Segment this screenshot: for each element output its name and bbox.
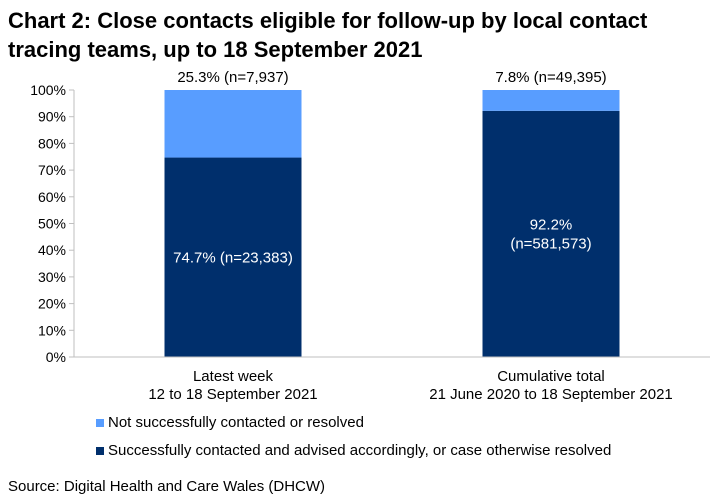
y-tick-label: 100% — [30, 82, 66, 98]
bar-segment — [482, 90, 620, 111]
y-tick-label: 60% — [38, 189, 66, 205]
y-tick-label: 10% — [38, 322, 66, 338]
data-label: (n=581,573) — [510, 235, 591, 252]
y-tick-label: 20% — [38, 296, 66, 312]
y-tick-label: 50% — [38, 216, 66, 232]
x-tick-label: 21 June 2020 to 18 September 2021 — [429, 386, 673, 403]
x-tick-label: Latest week — [193, 368, 274, 385]
data-label: 7.8% (n=49,395) — [495, 69, 606, 86]
data-label: 25.3% (n=7,937) — [177, 69, 288, 86]
y-tick-label: 40% — [38, 242, 66, 258]
y-tick-label: 0% — [46, 349, 66, 365]
y-tick-label: 80% — [38, 135, 66, 151]
x-tick-label: Cumulative total — [497, 368, 605, 385]
legend-swatch-contacted — [96, 447, 104, 455]
legend-item-contacted: Successfully contacted and advised accor… — [96, 442, 611, 460]
source-note: Source: Digital Health and Care Wales (D… — [8, 478, 326, 495]
data-label: 92.2% — [530, 216, 573, 233]
legend: Not successfully contacted or resolved S… — [96, 414, 611, 470]
x-tick-label: 12 to 18 September 2021 — [148, 386, 317, 403]
bars-group: 74.7% (n=23,383) 25.3% (n=7,937) 92.2% (n=5… — [164, 69, 620, 358]
legend-label-contacted: Successfully contacted and advised accor… — [108, 442, 612, 459]
legend-item-not-contacted: Not successfully contacted or resolved — [96, 414, 611, 432]
legend-label-not-contacted: Not successfully contacted or resolved — [108, 414, 364, 431]
data-label: 74.7% (n=23,383) — [173, 249, 293, 266]
y-axis: 0% 10% 20% 30% 40% 50% 60% 70% 80% 90% 100% — [30, 82, 75, 365]
bar-segment — [164, 157, 302, 357]
legend-swatch-not-contacted — [96, 419, 104, 427]
y-tick-label: 30% — [38, 269, 66, 285]
chart-title: Chart 2: Close contacts eligible for fol… — [8, 8, 648, 62]
bar-segment — [164, 90, 302, 158]
bar-segment — [482, 110, 620, 358]
y-tick-label: 70% — [38, 162, 66, 178]
y-tick-label: 90% — [38, 109, 66, 125]
